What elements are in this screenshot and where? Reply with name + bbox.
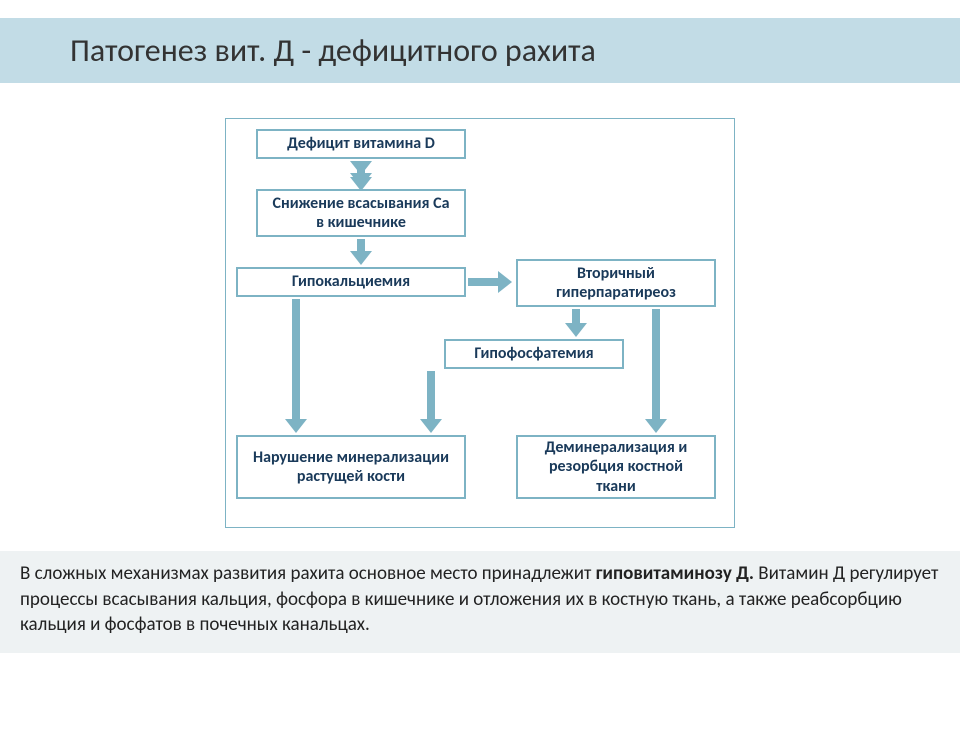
- node-demineralization: Деминерализация и резорбция костной ткан…: [516, 435, 716, 499]
- footer-bold: гиповитаминозу Д.: [596, 562, 754, 585]
- footer-pre: В сложных механизмах развития рахита осн…: [20, 562, 596, 585]
- node-mineralization: Нарушение минерализации растущей кости: [236, 435, 466, 499]
- page-title: Патогенез вит. Д - дефицитного рахита: [70, 31, 596, 70]
- node-deficit: Дефицит витамина D: [256, 129, 466, 159]
- node-ca-absorption: Снижение всасывания Са в кишечнике: [256, 189, 466, 237]
- footer-text: В сложных механизмах развития рахита осн…: [0, 551, 960, 653]
- node-hypocalcemia: Гипокальциемия: [236, 267, 466, 297]
- title-bar: Патогенез вит. Д - дефицитного рахита: [0, 18, 960, 83]
- node-hypophosphatemia: Гипофосфатемия: [444, 339, 624, 369]
- node-hyperparathyroid: Вторичный гиперпаратиреоз: [516, 259, 716, 307]
- flowchart: Дефицит витамина D .a12::before{height:1…: [225, 118, 735, 528]
